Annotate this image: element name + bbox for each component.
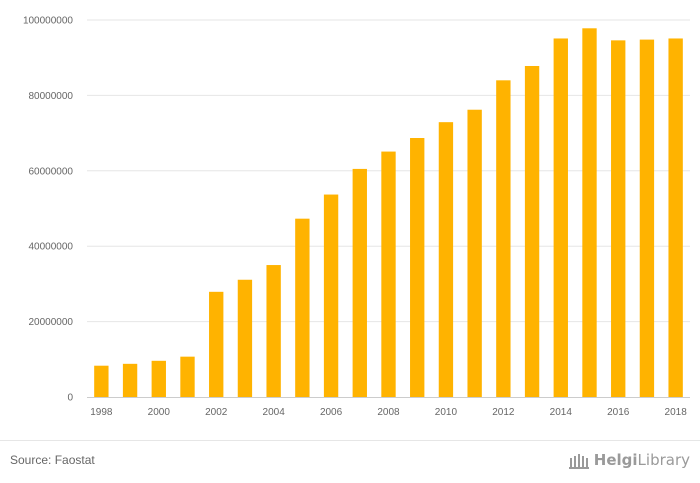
logo-text: HelgiLibrary	[594, 451, 690, 469]
y-tick-label: 60000000	[29, 166, 74, 177]
bar-2013[interactable]	[524, 65, 540, 397]
bar-2015[interactable]	[582, 28, 597, 397]
bar-2012[interactable]	[496, 80, 511, 397]
logo-text-library: Library	[637, 451, 690, 469]
helgi-library-logo[interactable]: HelgiLibrary	[568, 449, 690, 471]
bar-2000[interactable]	[151, 360, 166, 397]
bar-2009[interactable]	[410, 138, 425, 397]
bar-2016[interactable]	[611, 40, 626, 397]
logo-text-helgi: Helgi	[593, 451, 638, 469]
bar-2003[interactable]	[237, 279, 253, 397]
x-axis-labels: 1998 2000 2002 2004 2006 2008 2010 2012 2014 2016…	[90, 407, 687, 418]
x-tick-label: 2012	[492, 407, 515, 418]
bar-2006[interactable]	[323, 194, 339, 397]
bar-2002[interactable]	[209, 291, 224, 397]
x-tick-label: 2000	[148, 407, 171, 418]
x-tick-label: 2016	[607, 407, 630, 418]
bar-2018[interactable]	[668, 38, 683, 398]
bar-2007[interactable]	[352, 168, 367, 397]
library-columns-icon	[568, 454, 589, 469]
bar-2005[interactable]	[295, 218, 310, 397]
bar-2001[interactable]	[180, 356, 195, 397]
y-tick-label: 0	[67, 393, 73, 404]
y-tick-label: 40000000	[29, 242, 74, 253]
y-axis-labels: 0 20000000 40000000 60000000 80000000 1000000…	[23, 16, 74, 404]
bars	[94, 28, 683, 398]
x-tick-label: 1998	[90, 407, 113, 418]
bar-2004[interactable]	[266, 265, 281, 397]
x-tick-label: 2008	[377, 407, 400, 418]
x-tick-label: 2018	[665, 407, 688, 418]
bar-chart: 0 20000000 40000000 60000000 80000000 1000000…	[23, 16, 690, 418]
bar-2008[interactable]	[381, 151, 396, 397]
chart-footer: Source: Faostat HelgiLibrary	[0, 440, 700, 483]
x-tick-label: 2002	[205, 407, 228, 418]
x-tick-label: 2006	[320, 407, 343, 418]
y-tick-label: 20000000	[29, 317, 74, 328]
bar-2014[interactable]	[553, 38, 568, 398]
source-label: Source: Faostat	[10, 453, 95, 467]
x-tick-label: 2014	[550, 407, 573, 418]
x-tick-label: 2010	[435, 407, 458, 418]
bar-1998[interactable]	[94, 365, 109, 397]
y-tick-label: 100000000	[23, 16, 73, 27]
bar-2011[interactable]	[467, 109, 482, 397]
y-tick-label: 80000000	[29, 91, 74, 102]
bar-1999[interactable]	[122, 363, 138, 397]
bar-2010[interactable]	[438, 122, 454, 398]
bar-2017[interactable]	[639, 39, 655, 397]
x-tick-label: 2004	[263, 407, 286, 418]
